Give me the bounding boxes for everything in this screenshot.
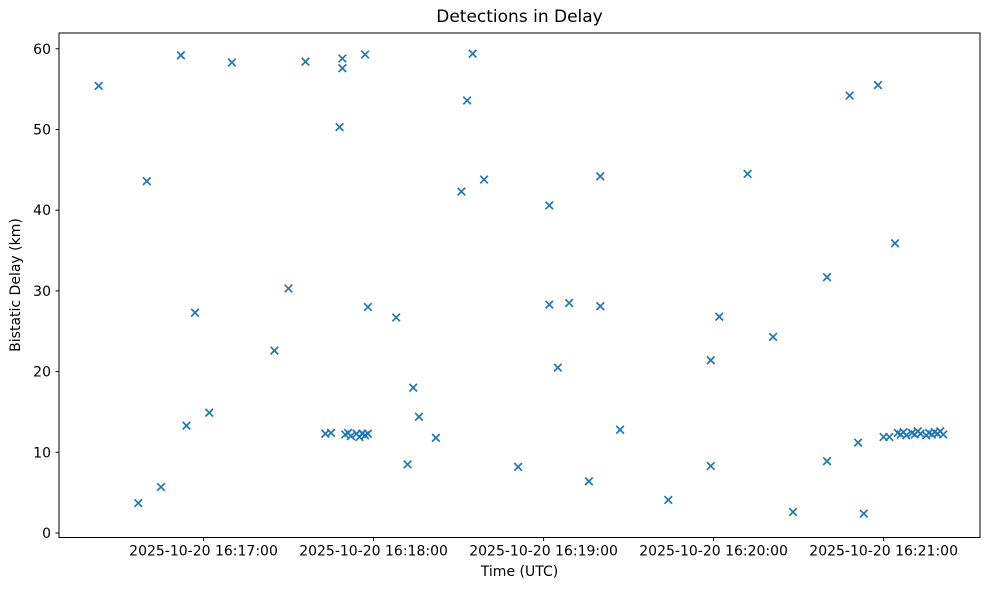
data-point-marker [938,430,948,439]
data-point-marker [859,509,869,519]
data-point-marker [269,346,279,356]
data-point-marker [584,476,594,486]
x-tick-label: 2025-10-20 16:20:00 [639,544,788,560]
data-point-marker [595,301,605,311]
data-point-marker [873,80,883,90]
data-point-marker [301,57,310,67]
data-point-marker [326,428,336,438]
data-point-marker [142,176,152,186]
data-point-marker [706,355,716,365]
data-point-marker [513,462,523,472]
data-point-marker [284,284,293,293]
data-point-marker [615,425,625,435]
data-point-marker [544,200,554,210]
data-point-marker [360,50,370,59]
chart-title: Detections in Delay [436,7,603,27]
y-tick-label: 30 [33,284,51,300]
data-point-marker [204,408,214,418]
data-point-marker [408,383,418,393]
data-point-marker [133,498,143,508]
axes-frame [58,32,981,538]
data-point-marker [768,332,778,342]
data-point-marker [363,302,373,312]
data-point-marker [94,81,104,91]
x-tick-label: 2025-10-20 16:21:00 [809,544,958,560]
data-point-marker [403,459,413,469]
data-point-marker [335,122,345,132]
data-point-marker [156,482,166,492]
data-point-marker [884,432,894,442]
data-point-marker [788,507,798,517]
data-point-marker [853,438,863,448]
data-point-marker [479,175,489,184]
y-tick-label: 50 [33,123,51,139]
data-point-marker [346,431,356,441]
data-point-marker [414,412,424,422]
data-point-marker [822,272,832,282]
data-point-marker [337,54,347,63]
data-point-marker [916,429,925,439]
data-point-marker [337,63,347,73]
data-point-marker [176,50,186,60]
x-tick-label: 2025-10-20 16:19:00 [469,544,618,560]
data-point-marker [431,433,441,443]
data-point-marker [456,187,466,197]
data-point-marker [544,300,554,310]
data-point-marker [564,298,574,308]
y-tick-label: 20 [33,365,51,381]
data-point-marker [553,363,563,373]
data-point-marker [822,456,832,466]
data-point-marker [363,429,373,439]
data-point-marker [468,49,478,59]
y-tick-label: 40 [33,203,51,219]
data-point-marker [182,421,191,431]
x-axis-label: Time (UTC) [480,564,559,580]
data-point-marker [663,495,673,505]
data-point-marker [227,58,237,67]
y-tick-label: 10 [33,445,51,461]
y-tick-label: 0 [42,526,51,542]
y-tick-label: 60 [33,42,51,58]
x-tick-label: 2025-10-20 16:18:00 [299,544,448,560]
data-point-marker [462,96,472,105]
data-point-marker [901,430,911,440]
data-point-marker [845,91,855,101]
data-point-marker [391,313,401,322]
x-tick-label: 2025-10-20 16:17:00 [129,544,278,560]
data-point-marker [743,169,753,179]
data-point-marker [890,238,900,248]
data-point-marker [595,171,605,181]
data-point-marker [190,308,200,318]
data-point-marker [706,461,716,471]
data-point-marker [714,312,724,322]
